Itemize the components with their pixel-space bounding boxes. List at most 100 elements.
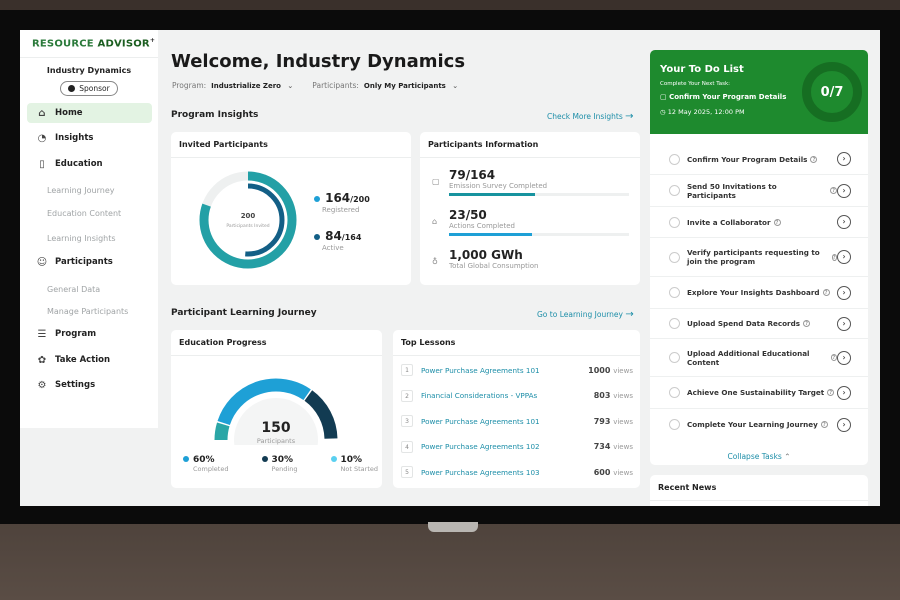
help-icon[interactable]: ?: [803, 320, 811, 327]
help-icon[interactable]: ?: [831, 253, 837, 261]
todo-header: Your To Do List Complete Your Next Task:…: [650, 50, 868, 134]
lesson-link[interactable]: Financial Considerations - VPPAs: [421, 391, 538, 400]
chevron-right-circle-icon[interactable]: ›: [837, 285, 851, 300]
page-title: Welcome, Industry Dynamics: [171, 51, 466, 72]
filters: Program: Industrialize Zero ⌄ Participan…: [172, 81, 459, 90]
lesson-link[interactable]: Power Purchase Agreements 102: [421, 442, 540, 451]
lesson-row: 1 Power Purchase Agreements 101 1000 views: [401, 363, 633, 377]
lesson-rank: 4: [401, 440, 413, 453]
todo-item[interactable]: Confirm Your Program Details? ›: [650, 144, 868, 175]
logo[interactable]: RESOURCE ADVISOR+: [32, 37, 156, 50]
help-icon[interactable]: ?: [830, 187, 837, 194]
info-value: 23/50: [449, 208, 487, 222]
action-icon: ✿: [37, 354, 47, 366]
todo-item[interactable]: Send 50 Invitations to Participants? ›: [650, 175, 868, 207]
arrow-right-icon: →: [625, 111, 634, 122]
help-icon[interactable]: ?: [830, 354, 837, 361]
recent-news-card: Recent News: [650, 475, 868, 506]
chevron-right-circle-icon[interactable]: ›: [837, 183, 851, 198]
sidebar-subitem[interactable]: Learning Insights: [47, 234, 116, 243]
sidebar-item-education[interactable]: ▯ Education: [27, 154, 152, 174]
todo-item[interactable]: Complete Your Learning Journey? ›: [650, 409, 868, 440]
lesson-rank: 1: [401, 364, 413, 376]
task-label: Invite a Collaborator: [687, 217, 771, 227]
check-more-insights-link[interactable]: Check More Insights →: [547, 111, 634, 122]
progress-fill: [449, 193, 536, 196]
sidebar-subitem[interactable]: General Data: [47, 285, 101, 294]
sidebar-item-label: Participants: [55, 257, 113, 267]
todo-item[interactable]: Upload Spend Data Records? ›: [650, 309, 868, 339]
participants-icon: ☺: [36, 256, 48, 268]
lesson-link[interactable]: Power Purchase Agreements 103: [421, 467, 540, 477]
task-checkbox[interactable]: [669, 419, 680, 430]
task-checkbox[interactable]: [669, 185, 680, 196]
task-checkbox[interactable]: [669, 251, 680, 263]
sidebar-item-label: Education: [55, 159, 103, 169]
sidebar-item-program[interactable]: ☰ Program: [27, 324, 152, 344]
clipboard-icon: ▢: [660, 93, 667, 101]
task-label: Confirm Your Program Details: [687, 154, 808, 164]
collapse-tasks-button[interactable]: Collapse Tasks ⌃: [727, 452, 791, 461]
sidebar-item-take-action[interactable]: ✿ Take Action: [27, 350, 152, 370]
lesson-views: 1000 views: [588, 365, 633, 375]
lesson-row: 2 Financial Considerations - VPPAs 803 vie…: [401, 389, 633, 403]
info-row: ▢ 79/164 Emission Survey Completed: [432, 168, 632, 196]
program-select[interactable]: Industrialize Zero ⌄: [211, 81, 294, 90]
help-icon[interactable]: ?: [810, 155, 818, 163]
participants-select[interactable]: Only My Participants ⌄: [363, 81, 459, 90]
active-stat: 84/164 Active: [314, 225, 361, 252]
due-date: ◷ 12 May 2025, 12:00 PM: [660, 108, 745, 116]
todo-item[interactable]: Invite a Collaborator? ›: [650, 207, 868, 238]
next-task-link[interactable]: ▢ Confirm Your Program Details: [660, 93, 787, 101]
book-icon: ▯: [39, 158, 45, 170]
sidebar-subitem[interactable]: Learning Journey: [47, 186, 115, 195]
sidebar-subitem[interactable]: Manage Participants: [47, 307, 129, 316]
home-icon: ⌂: [38, 107, 46, 119]
task-checkbox[interactable]: [669, 352, 680, 363]
task-checkbox[interactable]: [669, 216, 680, 228]
chevron-right-circle-icon[interactable]: ›: [837, 350, 851, 365]
chevron-down-icon: ⌄: [452, 81, 459, 90]
chevron-right-circle-icon[interactable]: ›: [837, 417, 851, 432]
monitor-stand: [428, 522, 478, 532]
todo-item[interactable]: Verify participants requesting to join t…: [650, 238, 868, 277]
sidebar-item-participants[interactable]: ☺ Participants: [27, 252, 152, 272]
sidebar-item-insights[interactable]: ◔ Insights: [27, 128, 152, 148]
divider: [20, 57, 158, 58]
lesson-link[interactable]: Power Purchase Agreements 101: [421, 416, 540, 426]
task-label: Complete Your Learning Journey: [687, 420, 818, 429]
task-checkbox[interactable]: [669, 153, 680, 165]
task-checkbox[interactable]: [669, 318, 680, 329]
todo-item[interactable]: Explore Your Insights Dashboard? ›: [650, 277, 868, 309]
go-to-learning-journey-link[interactable]: Go to Learning Journey →: [537, 309, 634, 320]
help-icon[interactable]: ?: [827, 389, 835, 396]
card-title: Participants Information: [420, 132, 640, 158]
task-label: Achieve One Sustainability Target: [687, 388, 825, 397]
clipboard-icon: ▢: [432, 177, 440, 186]
lesson-views: 600 views: [593, 467, 633, 477]
info-value: 1,000 GWh: [449, 248, 523, 262]
chevron-right-circle-icon[interactable]: ›: [837, 250, 851, 264]
sidebar-item-settings[interactable]: ⚙ Settings: [27, 375, 152, 395]
screen: RESOURCE ADVISOR+ Industry Dynamics Spon…: [20, 30, 880, 506]
help-icon[interactable]: ?: [773, 218, 781, 226]
progress-bar: [449, 233, 629, 236]
sponsor-badge: Sponsor: [60, 81, 118, 96]
sidebar-item-home[interactable]: ⌂ Home: [27, 103, 152, 123]
todo-item[interactable]: Upload Additional Educational Content? ›: [650, 339, 868, 377]
todo-list: Confirm Your Program Details? › Send 50 In…: [650, 134, 868, 465]
lesson-link[interactable]: Power Purchase Agreements 101: [421, 365, 540, 375]
task-checkbox[interactable]: [669, 387, 680, 398]
chevron-right-circle-icon[interactable]: ›: [837, 152, 851, 166]
todo-item[interactable]: Achieve One Sustainability Target? ›: [650, 377, 868, 409]
chevron-right-circle-icon[interactable]: ›: [837, 385, 851, 400]
chevron-right-circle-icon[interactable]: ›: [837, 215, 851, 229]
help-icon[interactable]: ?: [820, 421, 828, 428]
lesson-views: 803 views: [593, 391, 633, 400]
chevron-up-icon: ⌃: [784, 452, 791, 461]
donut-center-value: 200: [241, 212, 256, 220]
task-checkbox[interactable]: [669, 287, 680, 298]
chevron-right-circle-icon[interactable]: ›: [837, 316, 851, 331]
help-icon[interactable]: ?: [822, 289, 830, 296]
sidebar-subitem[interactable]: Education Content: [47, 209, 122, 218]
